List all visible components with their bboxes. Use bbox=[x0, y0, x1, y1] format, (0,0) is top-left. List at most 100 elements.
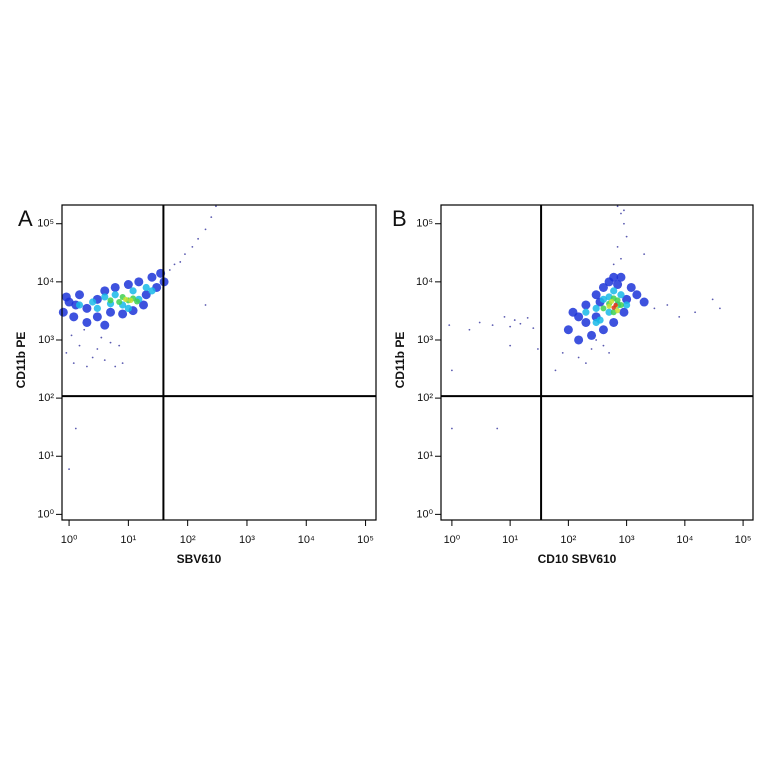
event-dot bbox=[616, 245, 619, 248]
event-dot bbox=[147, 272, 157, 282]
event-dot bbox=[204, 228, 207, 231]
event-dot bbox=[509, 344, 512, 347]
event-dot bbox=[606, 303, 612, 309]
event-dot bbox=[620, 212, 622, 215]
event-dot bbox=[101, 293, 109, 301]
event-dot bbox=[83, 328, 86, 331]
event-dot bbox=[574, 335, 584, 345]
event-dot bbox=[574, 312, 584, 322]
y-tick-label: 10⁰ bbox=[37, 508, 54, 520]
event-dot bbox=[173, 263, 176, 266]
event-dot bbox=[619, 307, 629, 317]
event-dot bbox=[78, 344, 81, 347]
x-axis-label: SBV610 bbox=[177, 552, 222, 566]
event-dot bbox=[100, 336, 103, 339]
panel-label: B bbox=[392, 206, 407, 231]
event-dot bbox=[61, 292, 71, 302]
event-dot bbox=[587, 330, 597, 340]
event-dot bbox=[513, 319, 516, 321]
event-dot bbox=[100, 320, 110, 330]
event-dot bbox=[526, 316, 529, 319]
event-dot bbox=[68, 468, 70, 471]
event-dot bbox=[678, 315, 681, 318]
y-tick-label: 10⁵ bbox=[37, 218, 54, 230]
event-dot bbox=[96, 348, 99, 350]
x-tick-label: 10⁵ bbox=[735, 534, 752, 546]
event-dot bbox=[448, 324, 451, 327]
event-dot bbox=[91, 356, 94, 359]
event-dot bbox=[124, 304, 132, 312]
event-dot bbox=[612, 263, 615, 266]
event-dot bbox=[585, 362, 587, 365]
event-dot bbox=[107, 297, 114, 304]
event-dot bbox=[93, 304, 101, 312]
x-tick-label: 10² bbox=[180, 534, 196, 546]
event-dot bbox=[184, 253, 186, 256]
x-tick-label: 10¹ bbox=[502, 534, 518, 546]
x-axis-label: CD10 SBV610 bbox=[538, 552, 617, 566]
event-dot bbox=[600, 305, 607, 312]
event-dot bbox=[123, 296, 129, 302]
event-dot bbox=[532, 327, 535, 330]
event-dot bbox=[114, 365, 117, 368]
event-dot bbox=[609, 317, 619, 327]
event-dot bbox=[121, 362, 124, 365]
y-tick-label: 10¹ bbox=[38, 450, 54, 462]
event-dot bbox=[613, 280, 623, 290]
event-dot bbox=[141, 290, 151, 300]
event-dot bbox=[75, 290, 85, 300]
y-tick-label: 10³ bbox=[417, 334, 433, 346]
event-dot bbox=[620, 257, 622, 260]
event-dot bbox=[622, 294, 632, 304]
plot-frame bbox=[61, 204, 377, 521]
event-dot bbox=[592, 318, 600, 327]
event-dot bbox=[58, 307, 68, 317]
event-dot bbox=[590, 348, 593, 350]
event-dot bbox=[639, 297, 649, 307]
y-tick-label: 10¹ bbox=[417, 450, 433, 462]
x-tick-label: 10³ bbox=[239, 534, 255, 546]
event-dot bbox=[591, 290, 601, 300]
x-tick-label: 10¹ bbox=[120, 534, 136, 546]
y-tick-label: 10⁴ bbox=[37, 276, 54, 288]
y-tick-label: 10⁰ bbox=[416, 508, 433, 520]
event-dot bbox=[592, 304, 600, 312]
event-dot bbox=[109, 341, 112, 344]
event-dot bbox=[613, 302, 618, 308]
y-tick-label: 10² bbox=[38, 392, 54, 404]
event-dot bbox=[86, 365, 88, 368]
event-dot bbox=[617, 291, 625, 299]
event-dot bbox=[609, 272, 619, 282]
event-dot bbox=[643, 253, 646, 256]
event-dot bbox=[148, 287, 156, 295]
event-dot bbox=[197, 237, 200, 240]
event-dot bbox=[92, 312, 102, 322]
event-dot bbox=[123, 280, 133, 290]
event-dot bbox=[75, 301, 84, 309]
x-tick-label: 10⁵ bbox=[357, 534, 374, 546]
event-dot bbox=[118, 309, 128, 319]
event-dot bbox=[65, 351, 68, 354]
event-dot bbox=[605, 308, 613, 316]
event-dot bbox=[599, 295, 608, 303]
event-dot bbox=[503, 315, 506, 318]
event-dot bbox=[69, 312, 79, 322]
y-axis-label: CD11b PE bbox=[393, 332, 407, 389]
event-dot bbox=[89, 298, 97, 306]
event-dot bbox=[617, 301, 624, 308]
event-dot bbox=[602, 344, 605, 347]
event-dot bbox=[491, 324, 494, 327]
event-dot bbox=[450, 369, 453, 372]
event-dot bbox=[610, 287, 618, 295]
event-dot bbox=[719, 307, 721, 310]
x-tick-label: 10⁰ bbox=[61, 534, 78, 546]
event-dot bbox=[608, 351, 610, 354]
y-tick-label: 10⁵ bbox=[416, 218, 433, 230]
event-dot bbox=[450, 427, 453, 430]
event-dot bbox=[82, 317, 92, 327]
event-dot bbox=[554, 369, 557, 372]
event-dot bbox=[582, 308, 590, 316]
event-dot bbox=[614, 308, 621, 314]
event-dot bbox=[581, 317, 591, 327]
